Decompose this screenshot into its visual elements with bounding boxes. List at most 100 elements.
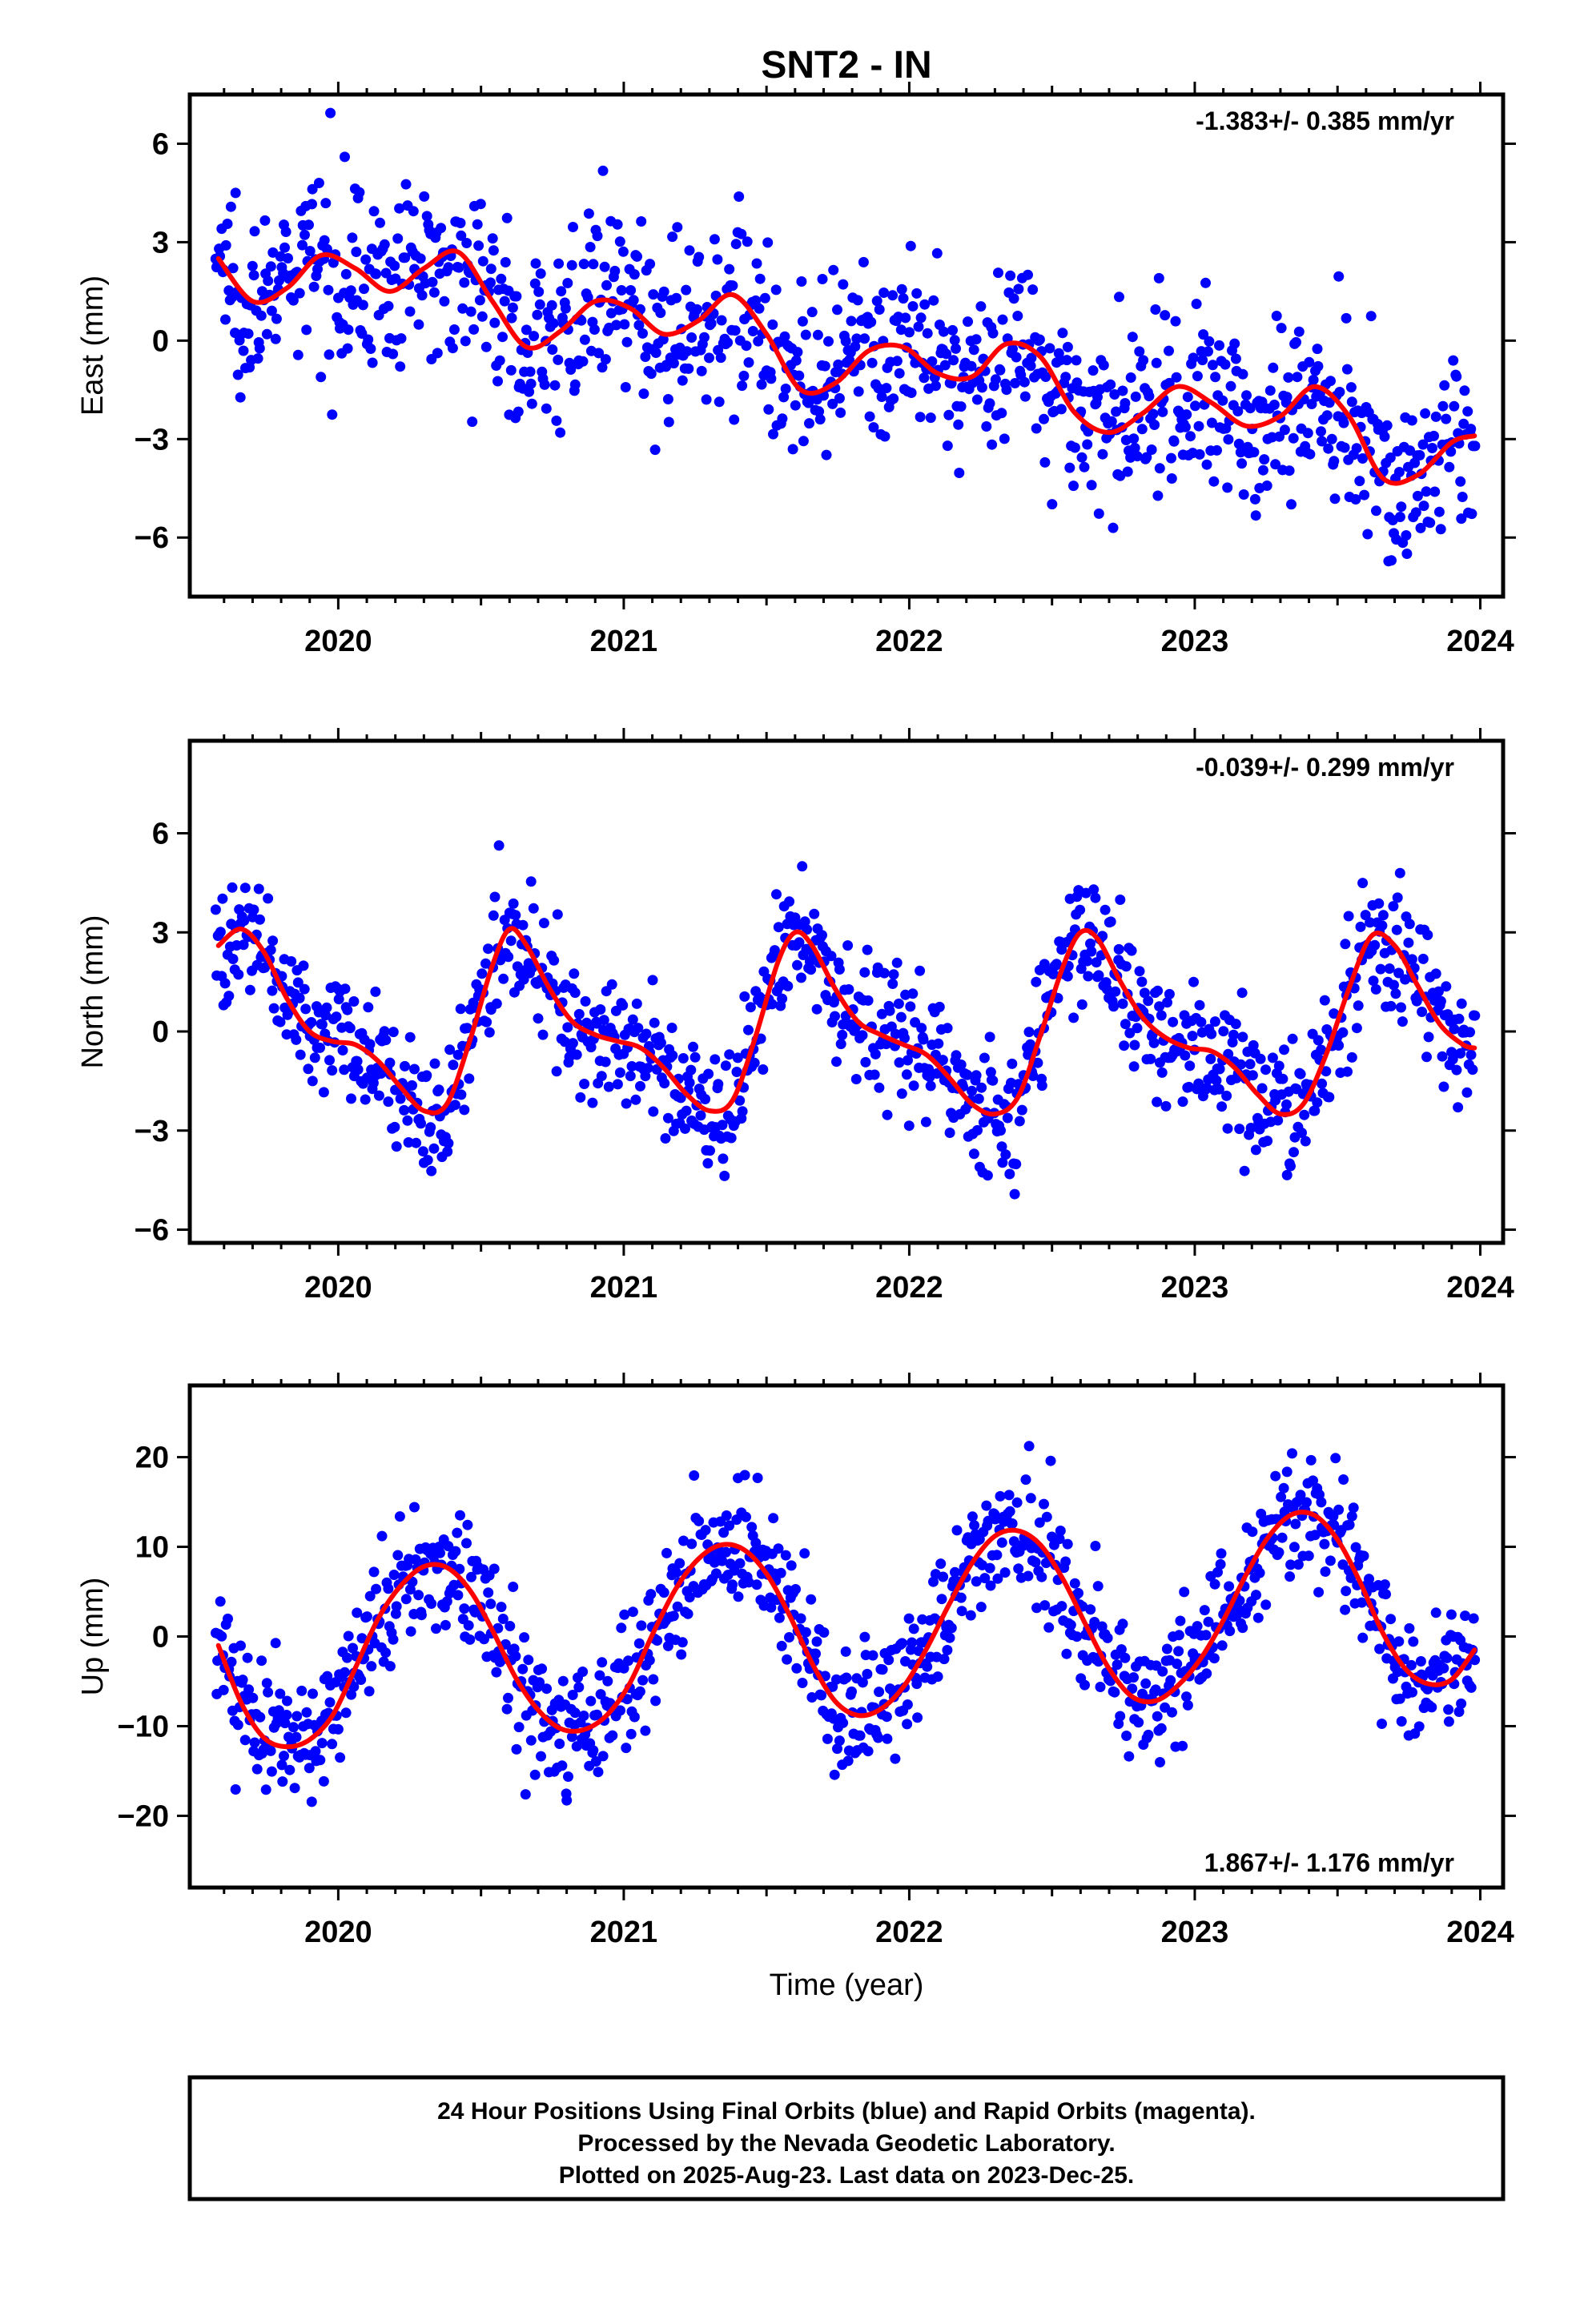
north-point [1184,1081,1195,1092]
east-point [1150,304,1161,315]
east-point [1039,456,1051,468]
east-point [925,412,936,424]
north-point [860,1056,871,1068]
up-point [996,1537,1007,1548]
east-point [1313,360,1324,372]
east-point [297,239,308,251]
north-point [1377,920,1388,931]
east-point [456,230,467,241]
north-point [968,1148,979,1160]
north-point [569,987,581,999]
north-point [942,1023,953,1034]
up-point [1301,1497,1312,1508]
up-point [1120,1652,1131,1663]
north-point [834,964,845,975]
up-point [513,1722,525,1733]
north-point [348,996,360,1007]
east-point [756,379,767,390]
up-point [459,1603,470,1614]
up-point [1357,1632,1369,1643]
north-point [528,903,539,914]
up-point [1443,1704,1454,1715]
north-point [1156,1067,1168,1078]
up-point [791,1663,802,1674]
up-point [1133,1717,1144,1728]
north-fit-line [215,926,1477,1117]
north-point [281,1029,292,1040]
up-point [710,1568,722,1579]
north-point [1300,1136,1311,1147]
east-point [589,324,600,335]
north-point [538,918,549,929]
east-point [227,263,239,274]
north-point [210,904,221,915]
north-point [1373,898,1385,909]
north-point [1456,998,1467,1009]
up-point [717,1555,728,1566]
east-point [943,409,955,420]
up-point [939,1654,950,1665]
east-point [1341,312,1352,324]
east-point [1365,311,1377,322]
east-point [778,392,790,403]
east-point [496,273,507,284]
north-point [1051,959,1062,970]
up-point [1445,1609,1457,1620]
up-point [597,1657,608,1668]
up-point [431,1623,441,1634]
east-point [1044,343,1055,354]
north-point [459,1104,470,1116]
east-point [858,256,869,267]
east-point [300,229,310,240]
north-point [1388,901,1399,912]
east-point [691,304,702,315]
east-point [888,393,899,404]
up-point [830,1674,842,1685]
north-point [1115,895,1126,905]
up-point [340,1707,352,1719]
east-point [327,409,338,420]
north-point [874,1082,885,1093]
east-point [248,270,259,281]
north-point [1321,1066,1332,1077]
up-point [1443,1716,1454,1727]
east-point [997,314,1008,325]
north-x-tick-label: 2020 [304,1271,372,1305]
north-point [996,1141,1007,1152]
east-point [287,295,299,306]
north-point [1277,1073,1289,1084]
east-point [222,219,233,229]
north-point [1319,995,1330,1006]
east-point [1304,356,1315,368]
north-point [1213,1084,1224,1095]
up-point [455,1510,465,1521]
east-point [887,290,899,301]
north-point [1393,967,1405,979]
east-point [266,305,277,316]
east-point [737,380,748,392]
east-point [255,310,267,321]
east-point [834,392,845,404]
north-point [344,1023,356,1034]
up-point [1182,1699,1193,1711]
up-point [1251,1590,1261,1601]
north-point [595,1004,606,1015]
north-point [905,1001,916,1012]
up-point [682,1608,694,1619]
east-point [1357,453,1368,464]
up-point [557,1760,568,1771]
up-point [1073,1587,1083,1598]
east-point [467,416,478,428]
up-point [1308,1475,1318,1486]
east-point [501,212,513,223]
north-point [916,1023,927,1034]
up-point [1281,1466,1293,1478]
north-point [705,1145,715,1156]
east-point [931,247,943,259]
north-point [309,1052,320,1063]
north-point [533,1013,544,1024]
north-point [1101,983,1112,995]
up-point [672,1601,683,1612]
east-point [1122,466,1133,477]
east-point [840,336,851,347]
